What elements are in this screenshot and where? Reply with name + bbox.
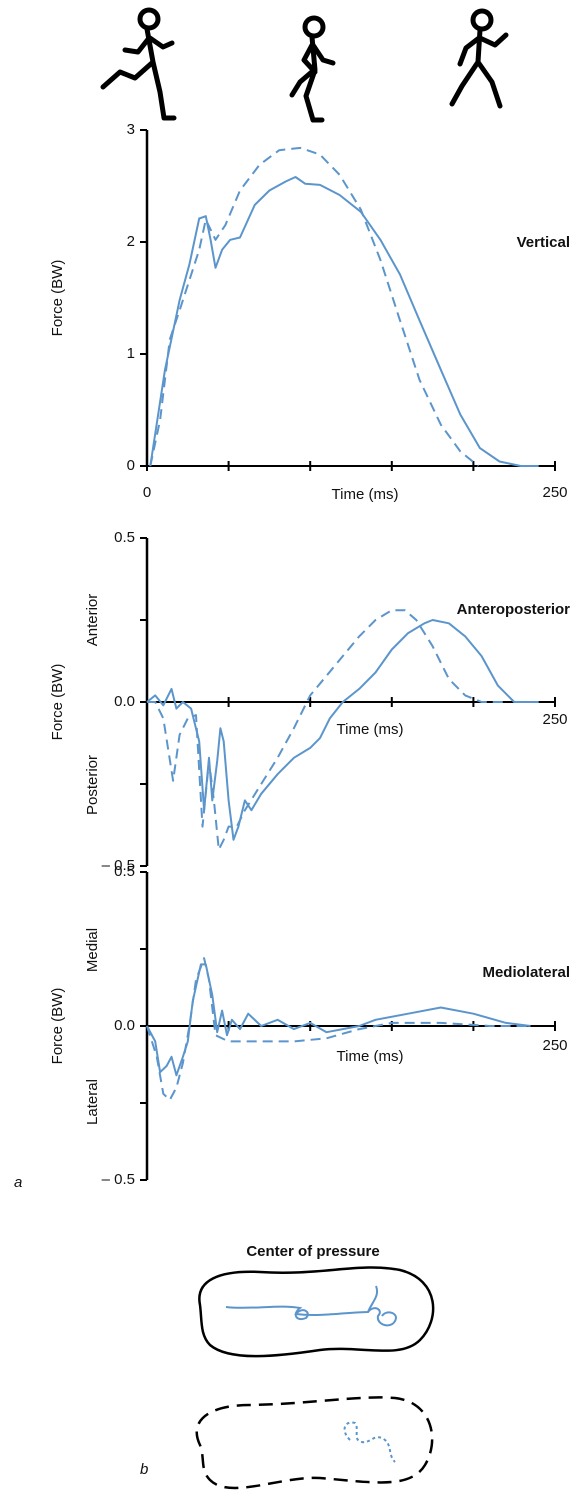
runner-icon bbox=[449, 8, 509, 109]
y-tick-label: 0 bbox=[127, 457, 135, 474]
y-tick-label: 0.5 bbox=[114, 529, 135, 546]
annotation: Anterior bbox=[84, 594, 101, 647]
runner-icons bbox=[100, 7, 509, 123]
panel-label: a bbox=[14, 1174, 22, 1191]
y-axis-label: Force (BW) bbox=[49, 664, 66, 741]
panel-label: b bbox=[140, 1461, 148, 1478]
foot-outline bbox=[195, 1396, 434, 1490]
foot-diagrams bbox=[195, 1266, 435, 1490]
foot-outline bbox=[198, 1266, 435, 1358]
series-line bbox=[146, 957, 531, 1101]
x-tick-label: 250 bbox=[542, 484, 567, 501]
y-tick-label: 0.0 bbox=[114, 1017, 135, 1034]
y-tick-label: – 0.5 bbox=[102, 1171, 135, 1188]
y-axis-label: Force (BW) bbox=[49, 260, 66, 337]
y-tick-label: 2 bbox=[127, 233, 135, 250]
cop-title: Center of pressure bbox=[246, 1243, 379, 1260]
cop-trace bbox=[225, 1285, 398, 1327]
chart-title: Anteroposterior bbox=[457, 601, 571, 618]
y-axis-label: Force (BW) bbox=[49, 988, 66, 1065]
y-tick-label: – 0.5 bbox=[102, 857, 135, 874]
runner-icon bbox=[289, 15, 336, 123]
x-tick-label: 0 bbox=[143, 484, 151, 501]
y-tick-label: 0.5 bbox=[114, 863, 135, 880]
annotation: Posterior bbox=[84, 755, 101, 815]
series-line bbox=[149, 176, 539, 467]
x-tick-label: 250 bbox=[542, 711, 567, 728]
y-tick-label: 0.0 bbox=[114, 693, 135, 710]
series-line bbox=[146, 963, 531, 1077]
series-line bbox=[149, 146, 479, 467]
x-axis-label: Time (ms) bbox=[337, 1048, 404, 1065]
annotation: Medial bbox=[84, 928, 101, 972]
runner-icon bbox=[100, 7, 177, 121]
chart-title: Vertical bbox=[517, 234, 570, 251]
x-tick-label: 250 bbox=[542, 1037, 567, 1054]
cop-trace bbox=[343, 1421, 396, 1463]
annotation: Lateral bbox=[84, 1079, 101, 1125]
series-line bbox=[147, 609, 506, 851]
x-axis-label: Time (ms) bbox=[337, 721, 404, 738]
x-axis-label: Time (ms) bbox=[332, 486, 399, 503]
series-line bbox=[146, 619, 539, 841]
y-tick-label: 3 bbox=[127, 121, 135, 138]
y-tick-label: 1 bbox=[127, 345, 135, 362]
chart-title: Mediolateral bbox=[482, 964, 570, 981]
